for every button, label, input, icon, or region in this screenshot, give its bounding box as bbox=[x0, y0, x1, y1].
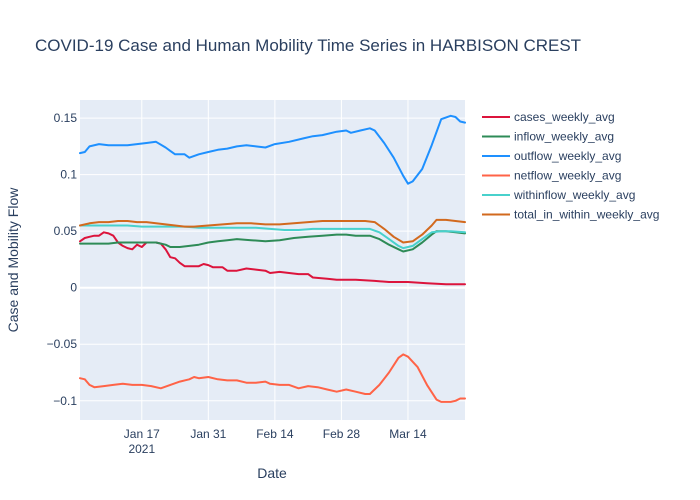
x-tick-label: Jan 31 bbox=[190, 427, 226, 441]
series-line-outflow-weekly-avg[interactable] bbox=[79, 114, 466, 185]
legend-label: outflow_weekly_avg bbox=[514, 149, 621, 163]
x-tick-label: Feb 28 bbox=[323, 427, 361, 441]
y-tick-label: 0.15 bbox=[54, 111, 78, 125]
legend-item[interactable]: netflow_weekly_avg bbox=[482, 169, 621, 183]
y-axis-title: Case and Mobility Flow bbox=[5, 187, 21, 333]
legend-item[interactable]: outflow_weekly_avg bbox=[482, 149, 621, 163]
x-tick-label: Feb 14 bbox=[256, 427, 294, 441]
series-line-inflow-weekly-avg[interactable] bbox=[79, 230, 466, 253]
y-tick-label: 0.1 bbox=[60, 168, 77, 182]
y-tick-label: −0.1 bbox=[53, 394, 77, 408]
legend-label: total_in_within_weekly_avg bbox=[514, 208, 659, 222]
y-tick-label: 0.05 bbox=[54, 224, 78, 238]
grid-lines bbox=[80, 100, 465, 420]
series-line-netflow-weekly-avg[interactable] bbox=[79, 353, 466, 403]
series-line-withinflow-weekly-avg[interactable] bbox=[79, 224, 466, 250]
legend-label: inflow_weekly_avg bbox=[514, 130, 614, 144]
legend-label: netflow_weekly_avg bbox=[514, 169, 621, 183]
legend-label: cases_weekly_avg bbox=[514, 110, 615, 124]
y-tick-label: 0 bbox=[70, 281, 77, 295]
legend-label: withinflow_weekly_avg bbox=[513, 188, 635, 202]
x-tick-year-label: 2021 bbox=[128, 442, 155, 456]
legend-item[interactable]: inflow_weekly_avg bbox=[482, 130, 614, 144]
legend-item[interactable]: cases_weekly_avg bbox=[482, 110, 615, 124]
legend-item[interactable]: withinflow_weekly_avg bbox=[482, 188, 635, 202]
y-tick-label: −0.05 bbox=[47, 337, 78, 351]
x-tick-label: Jan 17 bbox=[124, 427, 160, 441]
series-lines bbox=[79, 114, 466, 403]
x-tick-label: Mar 14 bbox=[389, 427, 427, 441]
series-line-total-in-within-weekly-avg[interactable] bbox=[79, 218, 466, 244]
plot-background bbox=[80, 100, 465, 420]
legend[interactable]: cases_weekly_avg inflow_weekly_avgoutflow… bbox=[482, 110, 659, 222]
legend-item[interactable]: total_in_within_weekly_avg bbox=[482, 208, 659, 222]
chart-title: COVID-19 Case and Human Mobility Time Se… bbox=[35, 36, 581, 55]
y-axis-ticks: 0.15 0.1 0.05 0 −0.05 −0.1 bbox=[47, 111, 78, 408]
x-axis-title: Date bbox=[257, 465, 287, 481]
